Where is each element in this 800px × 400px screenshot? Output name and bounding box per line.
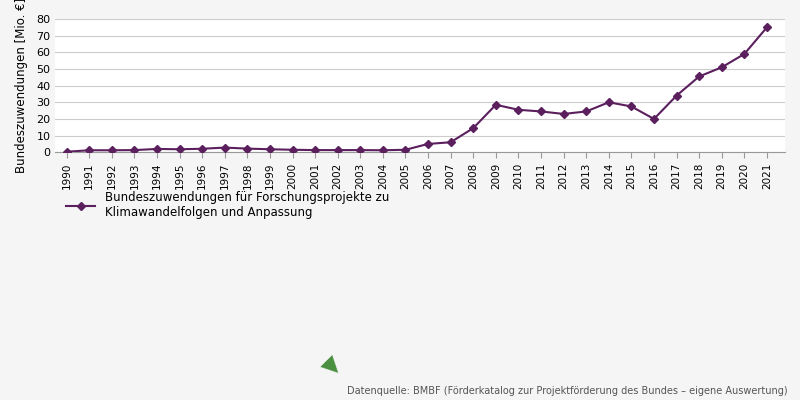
Y-axis label: Bundeszuwendungen [Mio. €]: Bundeszuwendungen [Mio. €] <box>15 0 28 173</box>
Legend: Bundeszuwendungen für Forschungsprojekte zu
Klimawandelfolgen und Anpassung: Bundeszuwendungen für Forschungsprojekte… <box>62 186 394 224</box>
Text: ▶: ▶ <box>319 353 345 379</box>
Text: Datenquelle: BMBF (Förderkatalog zur Projektförderung des Bundes – eigene Auswer: Datenquelle: BMBF (Förderkatalog zur Pro… <box>347 386 788 396</box>
